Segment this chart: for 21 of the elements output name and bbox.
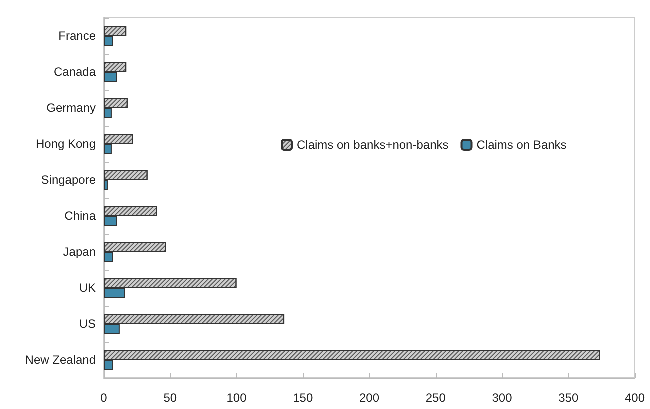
y-tick-label: US [79, 317, 96, 331]
legend-label: Claims on Banks [476, 138, 567, 152]
x-tick-label: 0 [100, 391, 108, 405]
y-tick-label: Hong Kong [36, 137, 96, 151]
y-tick-label: France [58, 29, 96, 43]
legend-label: Claims on banks+non-banks [297, 138, 449, 152]
x-tick-label: 250 [426, 391, 446, 405]
y-tick-label: Germany [46, 101, 96, 115]
y-tick-label: UK [79, 281, 96, 295]
x-tick-label: 400 [624, 391, 646, 405]
x-tick-label: 150 [293, 391, 314, 405]
x-tick-label: 100 [226, 391, 248, 405]
x-tick-label: 350 [558, 391, 579, 405]
y-tick-label: Japan [63, 245, 96, 259]
x-tick-label: 200 [359, 391, 380, 405]
y-tick-label: New Zealand [25, 353, 96, 367]
y-tick-label: China [64, 209, 96, 223]
y-tick-label: Canada [54, 65, 96, 79]
y-tick-label: Singapore [41, 173, 96, 187]
x-tick-label: 50 [164, 391, 178, 405]
x-tick-label: 300 [492, 391, 513, 405]
